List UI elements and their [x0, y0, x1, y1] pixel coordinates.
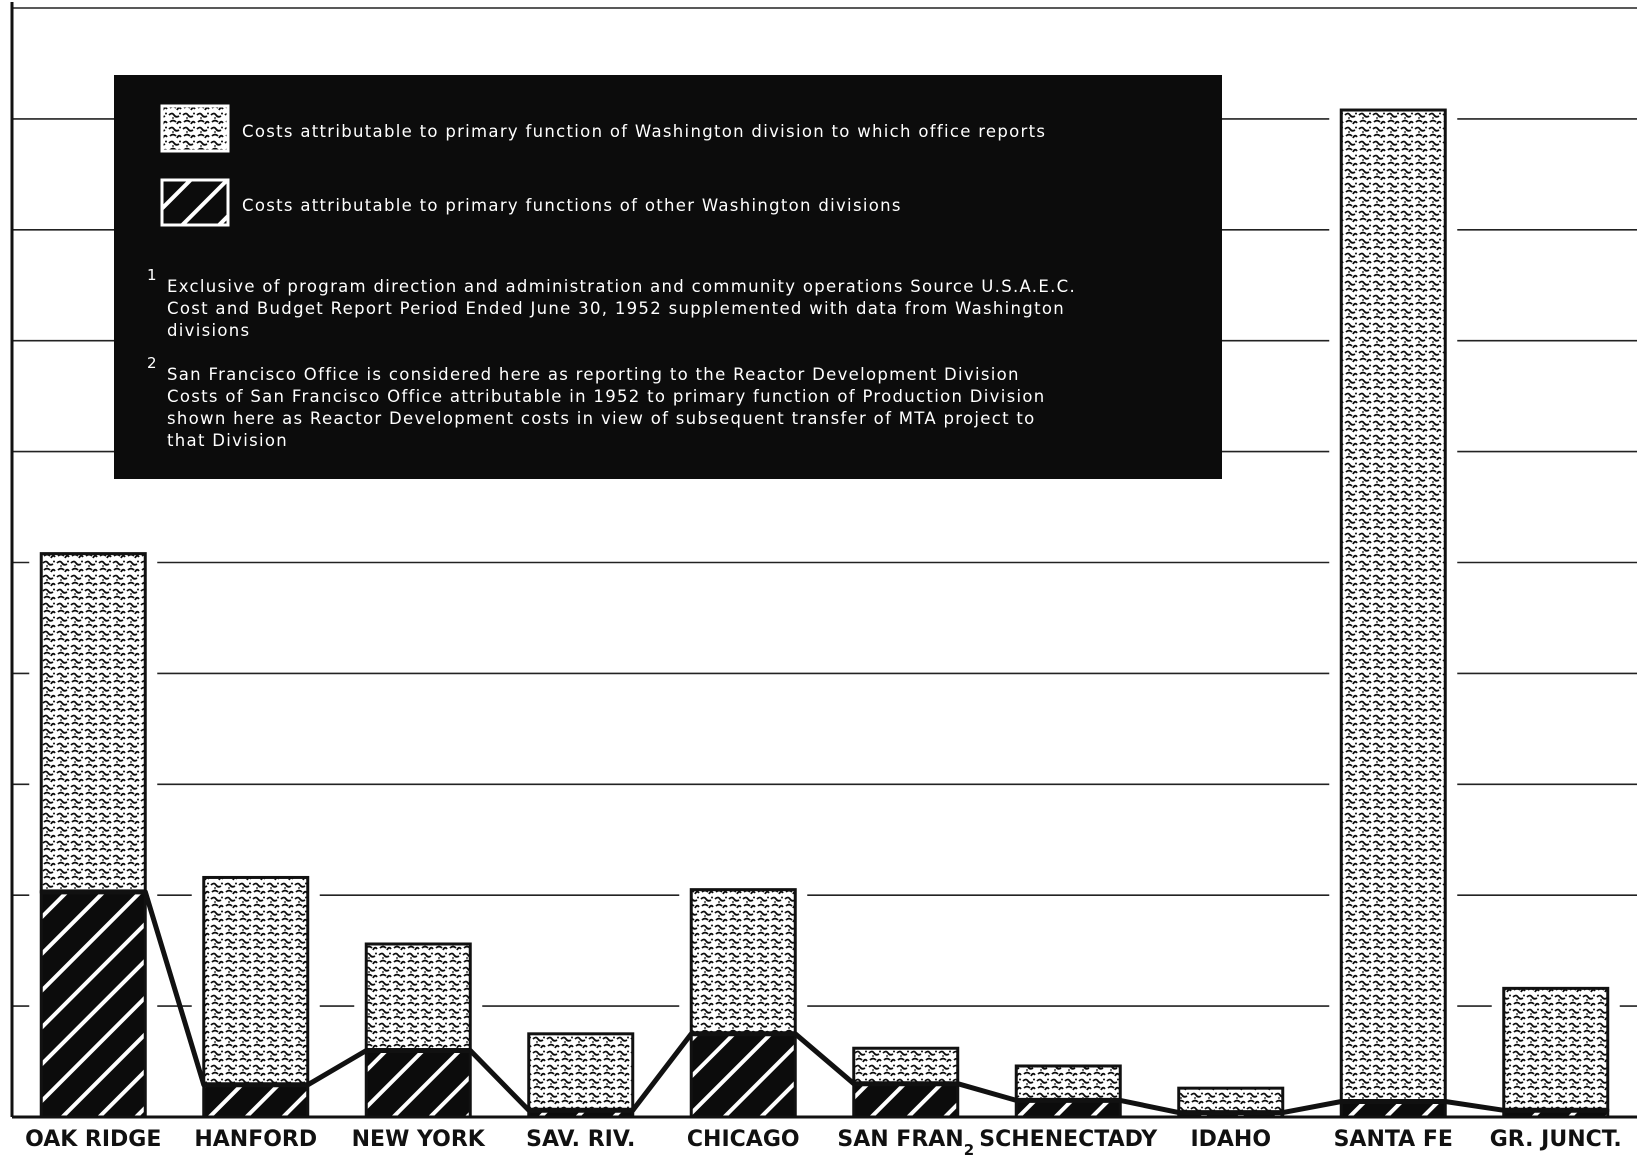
legend-label-primary-function: Costs attributable to primary function o…: [242, 122, 1046, 141]
bar-hatch-san-fran: [852, 1082, 960, 1119]
bar-stipple-oak-ridge: [39, 552, 147, 894]
plot-frame: [10, 2, 1637, 1119]
bar-stipple-san-fran: [852, 1046, 960, 1086]
bar-stipple-chicago: [689, 888, 797, 1036]
x-tick-label-san-fran: SAN FRAN2: [837, 1127, 974, 1155]
legend-swatch-hatch: [160, 178, 230, 227]
footnote-2-line-3: shown here as Reactor Development costs …: [167, 409, 1036, 428]
x-tick-label-chicago: CHICAGO: [687, 1127, 800, 1152]
bar-stipple-sav-riv: [527, 1032, 635, 1112]
bar-stipple-new-york: [364, 942, 472, 1052]
bar-hatch-chicago: [689, 1032, 797, 1119]
bar-stipple-hanford: [202, 875, 310, 1087]
bar-stipple-schenectady: [1014, 1064, 1122, 1102]
x-axis-tick-labels: OAK RIDGE HANFORD NEW YORK SAV. RIV. CHICAGO…: [25, 1127, 1622, 1155]
footnote-1-line-3: divisions: [167, 321, 250, 340]
x-tick-label-idaho: IDAHO: [1190, 1127, 1271, 1152]
footnote-2-marker: 2: [147, 354, 157, 372]
legend-box: [114, 75, 1222, 479]
x-tick-label-schenectady: SCHENECTADY: [979, 1127, 1158, 1152]
footnote-2-line-4: that Division: [167, 431, 288, 450]
x-tick-label-santa-fe: SANTA FE: [1334, 1127, 1453, 1152]
footnote-1-line-2: Cost and Budget Report Period Ended June…: [167, 299, 1065, 318]
bar-stipple-santa-fe: [1339, 108, 1447, 1103]
x-tick-label-gr-junct: GR. JUNCT.: [1490, 1127, 1622, 1152]
series-line-other-divisions: [41, 889, 1608, 1116]
x-tick-label-oak-ridge: OAK RIDGE: [25, 1127, 161, 1152]
footnote-1-marker: 1: [147, 266, 157, 284]
legend: Costs attributable to primary function o…: [114, 75, 1222, 479]
bars: [29, 108, 1620, 1119]
legend-swatch-stipple: [160, 104, 230, 153]
x-tick-label-sav-riv: SAV. RIV.: [526, 1127, 635, 1152]
x-tick-label-hanford: HANFORD: [194, 1127, 317, 1152]
x-tick-label-new-york: NEW YORK: [352, 1127, 486, 1152]
x-tick-footnote-marker: 2: [964, 1141, 974, 1155]
footnote-2-line-2: Costs of San Francisco Office attributab…: [167, 387, 1046, 406]
bar-stipple-gr-junct: [1502, 986, 1610, 1112]
footnote-2-line-1: San Francisco Office is considered here …: [167, 365, 1020, 384]
bar-hatch-hanford: [202, 1083, 310, 1119]
legend-label-other-divisions: Costs attributable to primary functions …: [242, 196, 902, 215]
footnote-1-line-1: Exclusive of program direction and admin…: [167, 277, 1076, 296]
bar-hatch-oak-ridge: [39, 890, 147, 1119]
bar-stipple-idaho: [1177, 1086, 1285, 1115]
bar-hatch-new-york: [364, 1048, 472, 1119]
